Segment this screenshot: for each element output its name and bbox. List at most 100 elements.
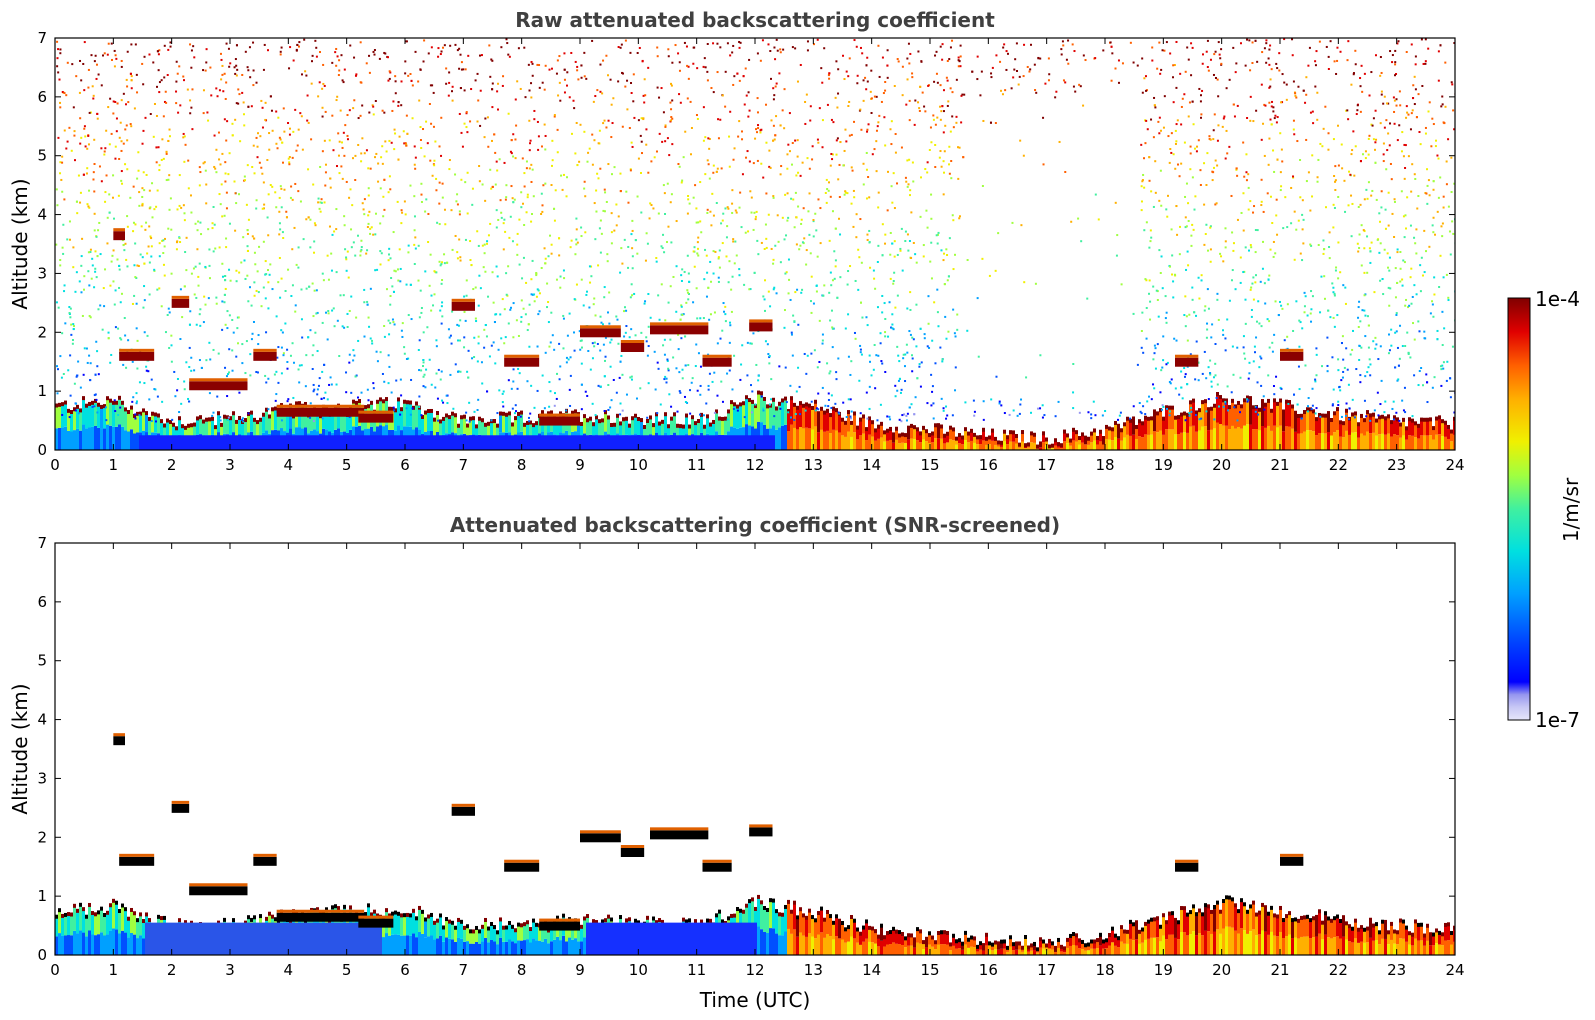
- noise-pixel: [1258, 322, 1261, 325]
- noise-pixel: [706, 42, 709, 45]
- noise-pixel: [943, 252, 946, 255]
- noise-pixel: [1157, 120, 1160, 123]
- noise-pixel: [1205, 336, 1208, 339]
- layer-top-mark: [1024, 443, 1027, 448]
- noise-pixel: [1359, 320, 1362, 323]
- noise-pixel: [595, 189, 598, 192]
- noise-pixel: [441, 399, 444, 402]
- noise-pixel: [602, 59, 605, 62]
- layer-top-mark: [1321, 413, 1324, 418]
- noise-pixel: [1160, 255, 1163, 258]
- noise-pixel: [1324, 105, 1327, 108]
- noise-pixel: [135, 400, 138, 403]
- layer-top-mark: [439, 419, 442, 424]
- noise-pixel: [241, 73, 244, 76]
- noise-pixel: [301, 148, 304, 151]
- noise-pixel: [896, 253, 899, 256]
- near-surface-band: [766, 435, 769, 450]
- near-surface-band: [259, 435, 262, 450]
- noise-pixel: [866, 128, 869, 131]
- layer-top-mark: [1408, 417, 1411, 422]
- noise-pixel: [721, 242, 724, 245]
- boundary-layer-column: [1120, 440, 1123, 450]
- near-surface-band: [421, 435, 424, 450]
- noise-pixel: [707, 384, 710, 387]
- noise-pixel: [664, 319, 667, 322]
- noise-pixel: [585, 77, 588, 80]
- noise-pixel: [1029, 43, 1032, 46]
- noise-pixel: [507, 379, 510, 382]
- noise-pixel: [850, 410, 853, 413]
- noise-pixel: [1347, 118, 1350, 121]
- noise-pixel: [601, 92, 604, 95]
- noise-pixel: [1359, 110, 1362, 113]
- boundary-layer-column: [1063, 441, 1066, 450]
- noise-pixel: [783, 88, 786, 91]
- boundary-layer-column: [892, 435, 895, 443]
- noise-pixel: [212, 348, 215, 351]
- noise-pixel: [1207, 398, 1210, 401]
- noise-pixel: [562, 317, 565, 320]
- boundary-layer-column: [907, 428, 910, 440]
- boundary-layer-column: [883, 441, 886, 450]
- noise-pixel: [207, 297, 210, 300]
- noise-pixel: [1236, 346, 1239, 349]
- noise-pixel: [267, 307, 270, 310]
- layer-top-mark: [157, 413, 160, 418]
- noise-pixel: [766, 343, 769, 346]
- noise-pixel: [762, 409, 765, 412]
- noise-pixel: [93, 405, 96, 408]
- layer-top-mark: [1333, 411, 1336, 416]
- noise-pixel: [430, 383, 433, 386]
- layer-top-mark: [1159, 408, 1162, 413]
- noise-pixel: [460, 61, 463, 64]
- noise-pixel: [905, 343, 908, 346]
- boundary-layer-column: [799, 427, 802, 450]
- noise-pixel: [1214, 203, 1217, 206]
- boundary-layer-column: [940, 427, 943, 439]
- near-surface-band: [457, 435, 460, 450]
- boundary-layer-column: [1351, 432, 1354, 450]
- noise-pixel: [896, 389, 899, 392]
- layer-top-mark: [676, 423, 679, 428]
- noise-pixel: [1242, 346, 1245, 349]
- near-surface-band: [364, 435, 367, 450]
- boundary-layer-column: [1273, 401, 1276, 426]
- noise-pixel: [1424, 38, 1427, 41]
- boundary-layer-column: [940, 438, 943, 450]
- layer-top-mark: [847, 410, 850, 415]
- noise-pixel: [1364, 335, 1367, 338]
- layer-top-mark: [730, 400, 733, 405]
- boundary-layer-column: [1366, 431, 1369, 450]
- boundary-layer-column: [1180, 415, 1183, 433]
- noise-pixel: [1374, 54, 1377, 57]
- boundary-layer-column: [1150, 419, 1153, 435]
- noise-pixel: [1337, 369, 1340, 372]
- noise-pixel: [805, 372, 808, 375]
- layer-top-mark: [766, 404, 769, 409]
- noise-pixel: [1291, 54, 1294, 57]
- boundary-layer-column: [271, 410, 274, 431]
- noise-pixel: [414, 236, 417, 239]
- noise-pixel: [456, 49, 459, 52]
- noise-pixel: [592, 100, 595, 103]
- noise-pixel: [647, 325, 650, 328]
- noise-pixel: [788, 278, 791, 281]
- noise-pixel: [859, 412, 862, 415]
- noise-pixel: [1305, 180, 1308, 183]
- noise-pixel: [617, 80, 620, 83]
- noise-pixel: [301, 73, 304, 76]
- noise-pixel: [413, 229, 416, 232]
- boundary-layer-column: [418, 408, 421, 430]
- noise-pixel: [723, 310, 726, 313]
- boundary-layer-column: [463, 417, 466, 434]
- boundary-layer-column: [1123, 437, 1126, 450]
- noise-pixel: [1272, 385, 1275, 388]
- noise-pixel: [566, 71, 569, 74]
- layer-top-mark: [1165, 405, 1168, 410]
- near-surface-band: [310, 435, 313, 450]
- noise-pixel: [1387, 352, 1390, 355]
- noise-pixel: [59, 172, 62, 175]
- boundary-layer-column: [742, 404, 745, 428]
- boundary-layer-column: [775, 429, 778, 450]
